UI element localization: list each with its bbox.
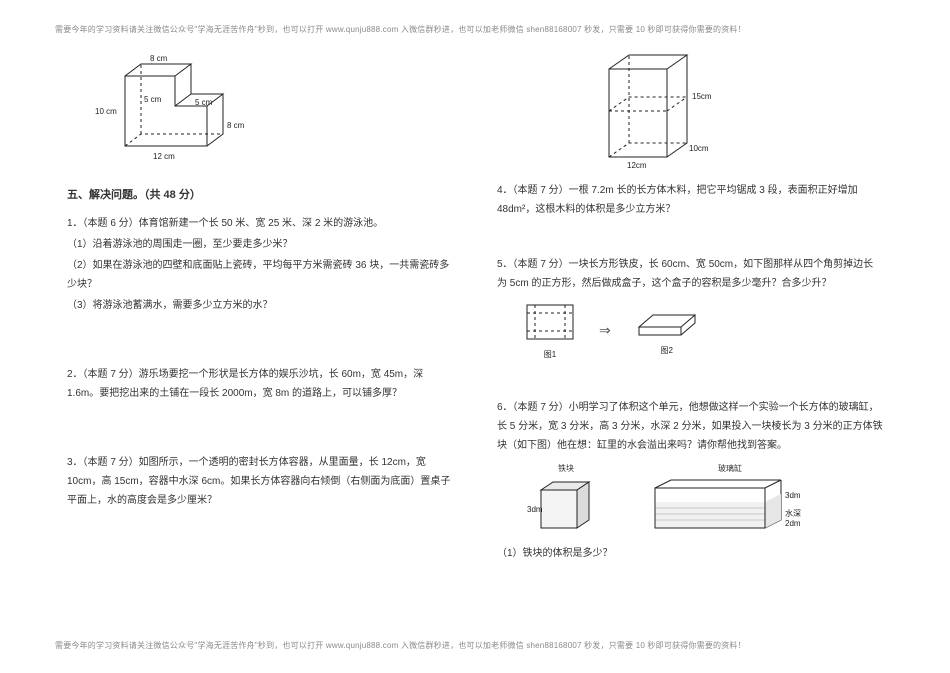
- q4-text: 4．（本题 7 分）一根 7.2m 长的长方体木料，把它平均锯成 3 段，表面积…: [497, 181, 883, 219]
- q6-text: 6．（本题 7 分）小明学习了体积这个单元，他想做这样一个实验一个长方体的玻璃缸…: [497, 398, 883, 455]
- q6-tank-h: 3dm: [785, 491, 801, 500]
- q2-text: 2．（本题 7 分）游乐场要挖一个形状是长方体的娱乐沙坑，长 60m，宽 45m…: [67, 365, 453, 403]
- q6-water-label: 水深: [785, 508, 801, 518]
- q5-cap2: 图2: [631, 343, 703, 358]
- watermark-top: 需要今年的学习资料请关注微信公众号"学海无涯苦作舟"秒到，也可以打开 www.q…: [55, 24, 895, 35]
- lbl-bottom: 12 cm: [153, 152, 175, 161]
- q5-cap1: 图1: [521, 347, 579, 362]
- figure-prism-water: 15cm 10cm 12cm: [589, 51, 883, 171]
- l-prism-svg: 8 cm 5 cm 5 cm 8 cm 10 cm 12 cm: [95, 51, 265, 171]
- figure-l-prism: 8 cm 5 cm 5 cm 8 cm 10 cm 12 cm: [95, 51, 453, 171]
- q5-figures: 图1 ⇒ 图2: [521, 299, 883, 362]
- lbl-right: 8 cm: [227, 121, 245, 130]
- q1-line4: （3）将游泳池蓄满水，需要多少立方米的水？: [67, 296, 453, 315]
- page-body: 8 cm 5 cm 5 cm 8 cm 10 cm 12 cm 五、解决问题。（…: [0, 0, 950, 673]
- q6-figures: 铁块 3dm 玻璃缸: [527, 461, 883, 540]
- q1-line1: 1．（本题 6 分）体育馆新建一个长 50 米、宽 25 米、深 2 米的游泳池…: [67, 214, 453, 233]
- column-right: 15cm 10cm 12cm 4．（本题 7 分）一根 7.2m 长的长方体木料…: [475, 45, 895, 633]
- lbl-step-w: 5 cm: [195, 98, 213, 107]
- section-heading: 五、解决问题。（共 48 分）: [67, 185, 453, 206]
- q6-sub1: （1）铁块的体积是多少？: [497, 544, 883, 563]
- column-left: 8 cm 5 cm 5 cm 8 cm 10 cm 12 cm 五、解决问题。（…: [55, 45, 475, 633]
- q6-cap-iron: 铁块: [558, 461, 574, 476]
- question-2: 2．（本题 7 分）游乐场要挖一个形状是长方体的娱乐沙坑，长 60m，宽 45m…: [67, 365, 453, 403]
- question-4: 4．（本题 7 分）一根 7.2m 长的长方体木料，把它平均锯成 3 段，表面积…: [497, 181, 883, 219]
- lbl-left: 10 cm: [95, 107, 117, 116]
- question-3: 3．（本题 7 分）如图所示，一个透明的密封长方体容器，从里面量，长 12cm，…: [67, 453, 453, 510]
- arrow-icon: ⇒: [599, 317, 611, 344]
- q6-tank-block: 玻璃缸 3dm 水: [645, 461, 815, 540]
- lbl-step-h: 5 cm: [144, 95, 162, 104]
- lblB-h: 15cm: [692, 92, 712, 101]
- q6-iron-block: 铁块 3dm: [527, 461, 605, 540]
- lblB-w: 12cm: [627, 161, 647, 170]
- q1-line2: （1）沿着游泳池的周围走一圈，至少要走多少米？: [67, 235, 453, 254]
- lblB-d: 10cm: [689, 144, 709, 153]
- q6-cap-tank: 玻璃缸: [718, 461, 742, 476]
- watermark-bottom: 需要今年的学习资料请关注微信公众号"学海无涯苦作舟"秒到，也可以打开 www.q…: [55, 640, 895, 651]
- question-5: 5．（本题 7 分）一块长方形铁皮，长 60cm、宽 50cm，如下图那样从四个…: [497, 255, 883, 362]
- question-1: 1．（本题 6 分）体育馆新建一个长 50 米、宽 25 米、深 2 米的游泳池…: [67, 214, 453, 315]
- q5-fig1: 图1: [521, 299, 579, 362]
- question-6: 6．（本题 7 分）小明学习了体积这个单元，他想做这样一个实验一个长方体的玻璃缸…: [497, 398, 883, 563]
- q5-fig2: 图2: [631, 303, 703, 358]
- q1-line3: （2）如果在游泳池的四壁和底面贴上瓷砖，平均每平方米需瓷砖 36 块，一共需瓷砖…: [67, 256, 453, 294]
- q6-iron-h: 3dm: [527, 505, 543, 514]
- lbl-top: 8 cm: [150, 54, 168, 63]
- q5-text: 5．（本题 7 分）一块长方形铁皮，长 60cm、宽 50cm，如下图那样从四个…: [497, 255, 883, 293]
- q3-text: 3．（本题 7 分）如图所示，一个透明的密封长方体容器，从里面量，长 12cm，…: [67, 453, 453, 510]
- q6-water-h: 2dm: [785, 519, 801, 528]
- prism-water-svg: 15cm 10cm 12cm: [589, 51, 749, 171]
